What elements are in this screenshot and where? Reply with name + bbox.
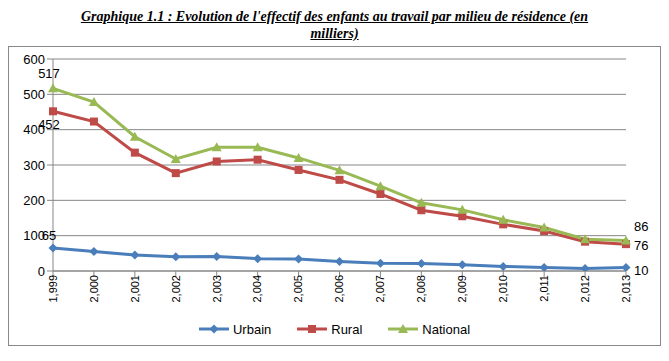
- svg-text:76: 76: [634, 238, 648, 253]
- svg-text:2,013: 2,013: [620, 275, 632, 303]
- svg-text:200: 200: [23, 193, 45, 208]
- svg-text:2,001: 2,001: [129, 275, 141, 303]
- svg-text:2,011: 2,011: [538, 275, 550, 302]
- svg-text:2,010: 2,010: [497, 275, 509, 303]
- svg-text:65: 65: [42, 228, 56, 243]
- html-text:Urbain: Urbain: [233, 321, 272, 337]
- svg-text:300: 300: [23, 158, 45, 173]
- svg-text:452: 452: [38, 117, 60, 132]
- svg-text:2,003: 2,003: [211, 275, 223, 303]
- svg-text:2,005: 2,005: [292, 275, 304, 303]
- svg-text:1,999: 1,999: [47, 275, 59, 303]
- svg-text:2,004: 2,004: [251, 275, 263, 303]
- svg-text:2,000: 2,000: [88, 275, 100, 303]
- svg-text:2,012: 2,012: [579, 275, 591, 303]
- svg-text:600: 600: [23, 52, 45, 67]
- svg-text:10: 10: [634, 263, 648, 278]
- svg-text:500: 500: [23, 87, 45, 102]
- svg-text:2,009: 2,009: [456, 275, 468, 303]
- html-text:National: National: [422, 321, 470, 337]
- svg-text:517: 517: [38, 66, 60, 81]
- svg-text:100: 100: [23, 228, 45, 244]
- html-text:Rural: Rural: [331, 321, 363, 337]
- svg-text:0: 0: [38, 264, 45, 279]
- svg-text:400: 400: [23, 122, 45, 138]
- svg-text:2,006: 2,006: [333, 275, 345, 303]
- svg-text:86: 86: [634, 219, 648, 234]
- svg-text:2,007: 2,007: [374, 275, 386, 303]
- svg-text:2,002: 2,002: [170, 275, 182, 303]
- html-text:Graphique 1.1 : Evolution de l: Graphique 1.1 : Evolution de l'effectif …: [80, 9, 589, 41]
- svg-text:2,008: 2,008: [415, 275, 427, 303]
